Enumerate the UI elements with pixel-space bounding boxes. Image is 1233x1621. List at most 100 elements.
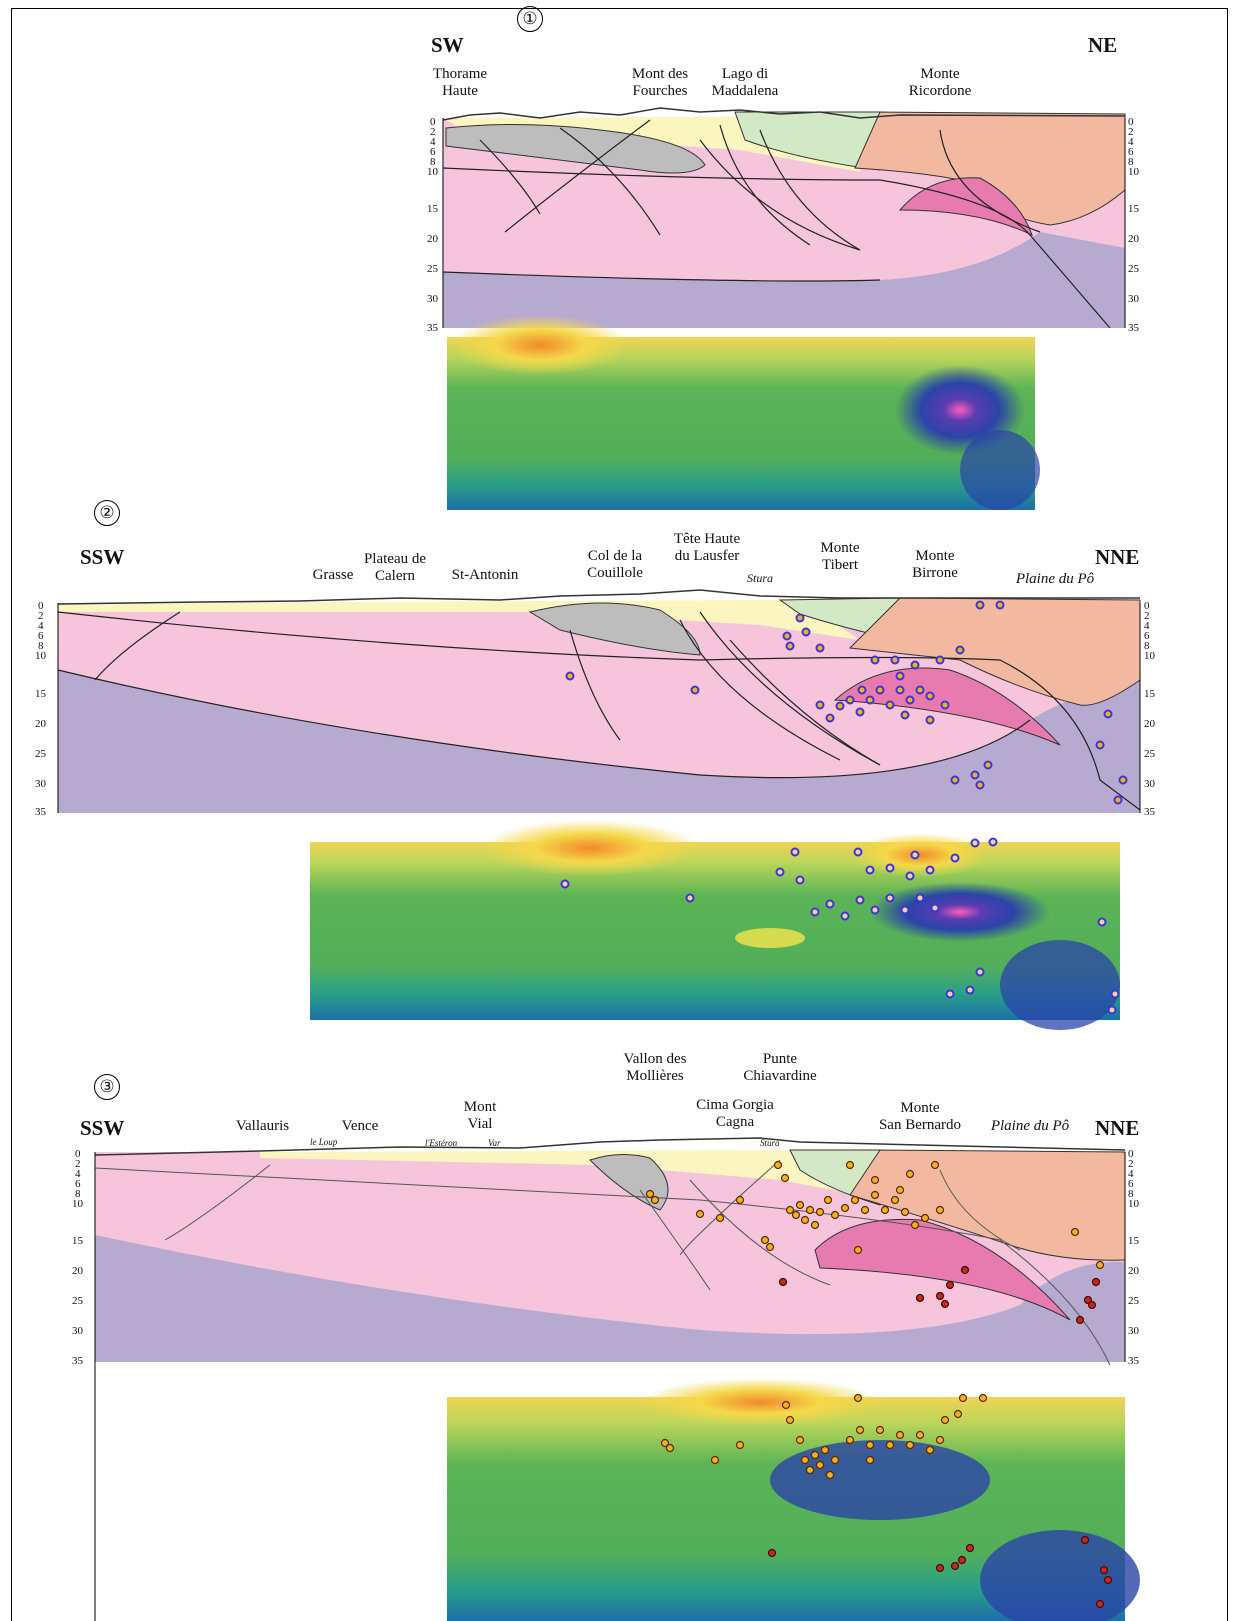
depth-tick: 0 <box>430 116 436 128</box>
grey-unit <box>528 602 701 656</box>
depth-tick: 30 <box>1128 1325 1139 1337</box>
depth-tick: 0 <box>1128 1148 1134 1160</box>
depth-tick: 20 <box>72 1265 83 1277</box>
depth-tick: 30 <box>1128 293 1139 305</box>
place-label: Monte San Bernardo <box>878 1100 962 1133</box>
depth-tick: 10 <box>1128 166 1139 178</box>
place-label: Plaine du Pô <box>1015 571 1095 587</box>
depth-tick: 15 <box>427 203 438 215</box>
earthquake-hypocenters-tomo <box>560 837 1120 1015</box>
depth-tick: 20 <box>1128 233 1139 245</box>
depth-tick: 4 <box>75 1168 81 1180</box>
river-label: l'Estéron <box>425 1138 458 1148</box>
depth-tick: 20 <box>35 718 46 730</box>
depth-tick: 20 <box>1144 718 1155 730</box>
depth-tick: 15 <box>1128 1235 1139 1247</box>
place-label: Thorame Haute <box>432 66 488 99</box>
depth-tick: 20 <box>1128 1265 1139 1277</box>
section-3-left-orientation: SSW <box>80 1116 125 1140</box>
depth-tick: 15 <box>1128 203 1139 215</box>
place-label: Monte Ricordone <box>908 66 972 99</box>
earthquake-hypocenters <box>565 600 1128 805</box>
depth-tick: 6 <box>1128 1178 1134 1190</box>
depth-tick: 35 <box>72 1355 83 1367</box>
depth-tick: 6 <box>1128 146 1134 158</box>
depth-tick: 4 <box>1128 136 1134 148</box>
depth-tick: 2 <box>1144 610 1150 622</box>
mantle-layer <box>95 1235 1125 1362</box>
mantle-layer <box>443 232 1125 328</box>
river-label: le Loup <box>310 1137 338 1147</box>
depth-tick: 10 <box>427 166 438 178</box>
place-label: Plateau de Calern <box>363 551 427 584</box>
place-label: Vallauris <box>235 1118 290 1134</box>
depth-tick: 6 <box>38 630 44 642</box>
place-label: Vence <box>341 1118 379 1134</box>
earthquake-hypocenters <box>645 1160 1105 1270</box>
depth-tick: 6 <box>75 1178 81 1190</box>
depth-tick: 35 <box>1128 1355 1139 1367</box>
topography-line <box>57 589 1140 605</box>
section-3-right-orientation: NNE <box>1095 1116 1140 1140</box>
depth-tick: 20 <box>427 233 438 245</box>
depth-tick: 4 <box>430 136 436 148</box>
magenta-body <box>898 177 1033 236</box>
depth-tick: 4 <box>38 620 44 632</box>
section-2-number: ② <box>94 500 120 526</box>
fault-lines <box>57 611 1141 811</box>
depth-tick: 35 <box>35 806 46 818</box>
depth-tick: 0 <box>1144 600 1150 612</box>
depth-tick: 35 <box>427 322 438 334</box>
depth-tick: 2 <box>1128 126 1134 138</box>
section-3-number: ③ <box>94 1074 120 1100</box>
river-label: Var <box>488 1138 501 1148</box>
section-2-left-orientation: SSW <box>80 545 125 569</box>
fault-lines <box>442 119 1111 329</box>
place-label: Col de la Couillole <box>587 548 643 581</box>
depth-tick: 25 <box>35 748 46 760</box>
depth-tick: 8 <box>1128 156 1134 168</box>
topography-line <box>94 1137 1126 1156</box>
depth-tick: 8 <box>1144 640 1150 652</box>
depth-tick: 35 <box>1128 322 1139 334</box>
place-label: Monte Tibert <box>820 540 860 573</box>
place-label: St-Antonin <box>451 567 519 583</box>
place-label: Monte Birrone <box>912 548 958 581</box>
place-label: Tête Haute du Lausfer <box>673 531 741 564</box>
place-label: Cima Gorgia Cagna <box>696 1097 774 1130</box>
depth-tick: 8 <box>1128 1188 1134 1200</box>
depth-tick: 25 <box>1144 748 1155 760</box>
section-1-number: ① <box>517 6 543 32</box>
depth-tick: 4 <box>1144 620 1150 632</box>
depth-tick: 25 <box>1128 263 1139 275</box>
depth-tick: 0 <box>38 600 44 612</box>
section-1-right-orientation: NE <box>1088 33 1118 57</box>
depth-tick: 8 <box>430 156 436 168</box>
river-label: Stura <box>760 1138 780 1148</box>
depth-tick: 15 <box>35 688 46 700</box>
topography-line <box>442 107 1126 121</box>
place-label: Mont Vial <box>463 1099 497 1132</box>
mantle-layer <box>58 670 1140 813</box>
depth-tick: 15 <box>1144 688 1155 700</box>
depth-tick: 8 <box>38 640 44 652</box>
depth-tick: 10 <box>1128 1198 1139 1210</box>
place-label: Vallon des Mollières <box>623 1051 687 1084</box>
depth-tick: 25 <box>1128 1295 1139 1307</box>
depth-tick: 0 <box>75 1148 81 1160</box>
depth-tick: 8 <box>75 1188 81 1200</box>
depth-tick: 25 <box>72 1295 83 1307</box>
section-2-right-orientation: NNE <box>1095 545 1140 569</box>
depth-tick: 6 <box>430 146 436 158</box>
sediment-layer <box>260 1150 860 1195</box>
depth-tick: 10 <box>1144 650 1155 662</box>
depth-tick: 10 <box>72 1198 83 1210</box>
depth-tick: 2 <box>430 126 436 138</box>
depth-tick: 30 <box>427 293 438 305</box>
place-label: Lago di Maddalena <box>711 66 779 99</box>
depth-tick: 30 <box>1144 778 1155 790</box>
depth-tick: 25 <box>427 263 438 275</box>
depth-tick: 2 <box>1128 1158 1134 1170</box>
